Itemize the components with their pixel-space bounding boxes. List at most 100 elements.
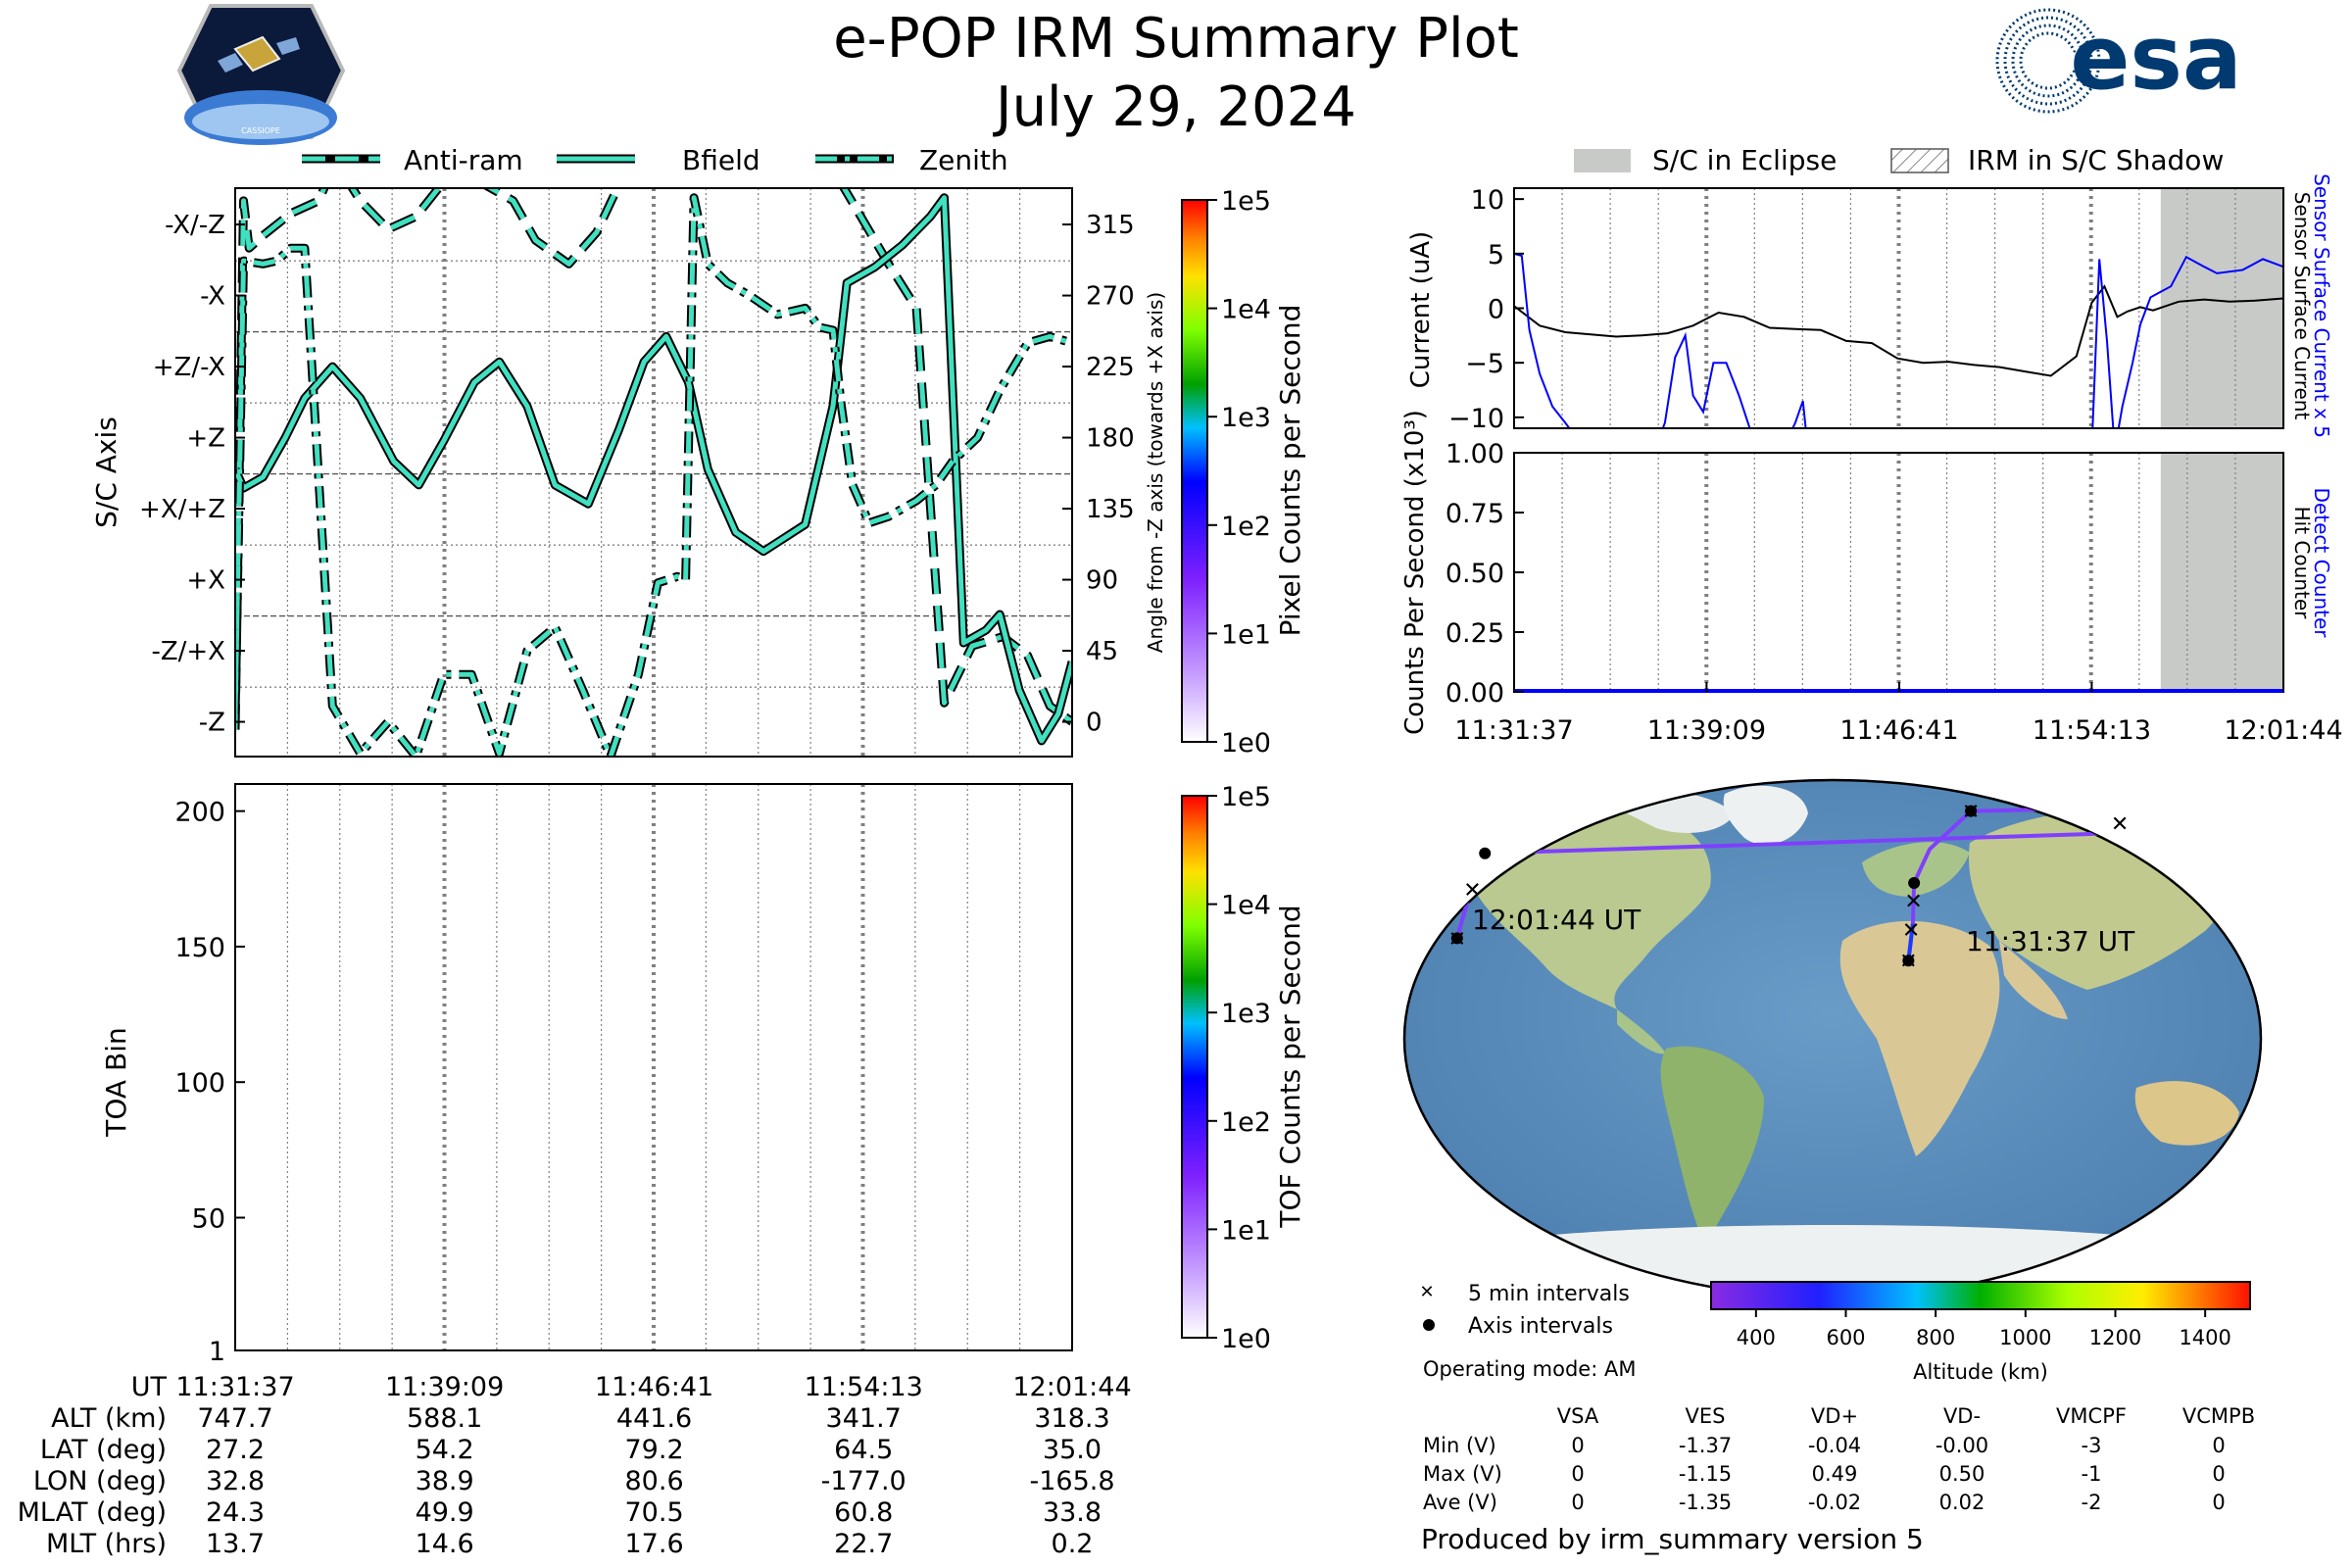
- voltage-table-header: VCMPB: [2182, 1404, 2255, 1428]
- attitude-plot: -X/-Z -X +Z/-X +Z +X/+Z +X -Z/+X -Z 315 270 225 18…: [90, 187, 1167, 758]
- attitude-left-tick-label: +Z/-X: [153, 353, 225, 382]
- counts-ylabel: Counts Per Second (x10³): [1400, 410, 1430, 735]
- counts-eclipse-shading: [2160, 453, 2283, 692]
- time-table-row-label: LAT (deg): [40, 1435, 167, 1465]
- counts-plot: 1.000.750.500.250.00 11:31:37 11:39:09 11:…: [1400, 410, 2343, 746]
- voltage-table-cell: 0: [2212, 1434, 2225, 1457]
- altitude-tick-label: 1400: [2179, 1326, 2230, 1349]
- time-table-cell: 12:01:44: [1012, 1372, 1131, 1402]
- voltage-table-header: VD-: [1943, 1404, 1981, 1428]
- time-table-cell: 38.9: [416, 1466, 474, 1496]
- current-tick-label: −10: [1448, 404, 1504, 434]
- time-table-cell: 441.6: [616, 1403, 692, 1434]
- colorbar-tick-label: 1e4: [1221, 295, 1271, 325]
- map-land: [1411, 785, 2261, 1298]
- attitude-right-tick-label: 90: [1086, 566, 1118, 596]
- attitude-series-zenith: [235, 195, 1072, 757]
- counts-gridlines: [1561, 453, 2236, 692]
- voltage-table-cell: 0: [2212, 1491, 2225, 1514]
- counts-tick-label: 0.75: [1446, 499, 1504, 529]
- time-table-cell: 54.2: [416, 1435, 474, 1465]
- voltage-table-cell: -1.37: [1679, 1434, 1732, 1457]
- time-table-row-label: UT: [131, 1372, 168, 1402]
- current-tick-label: −5: [1465, 349, 1504, 379]
- orbit-map: ✕✕✕✕✕✕✕ 11:31:37 UT 12:01:44 UT: [1402, 778, 2263, 1299]
- tof-colorbar-ticks: 1e5 1e4 1e3 1e2 1e1 1e0: [1207, 782, 1271, 1354]
- counts-xtick-label: 11:39:09: [1647, 715, 1766, 746]
- attitude-right-tick-label: 45: [1086, 637, 1118, 666]
- current-tick-label: 10: [1471, 185, 1504, 216]
- time-table-cell: 80.6: [625, 1466, 684, 1496]
- legend-bfield: Bfield: [682, 144, 760, 176]
- counts-xticks: 11:31:37 11:39:09 11:46:41 11:54:13 12:01:44: [1454, 682, 2343, 746]
- colorbar-tick-label: 1e0: [1221, 728, 1271, 759]
- altitude-tick-label: 1000: [1999, 1326, 2051, 1349]
- voltage-table-header: VES: [1686, 1404, 1726, 1428]
- counts-tick-label: 1.00: [1446, 439, 1504, 469]
- map-legend: ✕ 5 min intervals Axis intervals Operati…: [1419, 1282, 1636, 1381]
- time-table-cell: 11:46:41: [595, 1372, 713, 1402]
- attitude-left-tick-label: -Z: [199, 709, 225, 738]
- colorbar-tick-label: 1e4: [1221, 891, 1271, 921]
- voltage-table-cell: -3: [2082, 1434, 2102, 1457]
- five-min-marker-icon: ✕: [1419, 1282, 1434, 1302]
- time-table-cell: 17.6: [625, 1529, 684, 1559]
- toa-plot: 200 150 100 50 1 TOA Bin: [100, 783, 1073, 1367]
- voltage-table-cell: 0: [1571, 1491, 1584, 1514]
- time-table-row-label: MLT (hrs): [46, 1529, 167, 1559]
- time-table-row-label: LON (deg): [33, 1466, 167, 1496]
- time-table-cell: 588.1: [407, 1403, 482, 1434]
- voltage-table-cell: 0.49: [1812, 1462, 1858, 1486]
- page-date: July 29, 2024: [993, 75, 1356, 139]
- attitude-left-ticks: -X/-Z -X +Z/-X +Z +X/+Z +X -Z/+X -Z: [139, 211, 245, 738]
- attitude-right-tick-label: 270: [1086, 282, 1135, 312]
- attitude-ylabel-right: Angle from -Z axis (towards +X axis): [1144, 292, 1167, 653]
- attitude-left-tick-label: +Z: [186, 424, 225, 454]
- attitude-right-tick-label: 135: [1086, 495, 1135, 524]
- counts-right-label-blue: Detect Counter: [2310, 488, 2333, 639]
- colorbar-tick-label: 1e2: [1221, 1107, 1271, 1138]
- voltage-table-row-label: Min (V): [1423, 1434, 1496, 1457]
- time-table-cell: 747.7: [197, 1403, 272, 1434]
- voltage-table-cell: -0.04: [1808, 1434, 1861, 1457]
- five-min-mark: ✕: [1463, 878, 1481, 903]
- voltage-table-cell: 0.02: [1939, 1491, 1985, 1514]
- time-table-row-label: ALT (km): [51, 1403, 167, 1434]
- attitude-right-tick-label: 180: [1086, 424, 1135, 454]
- toa-gridlines: [286, 784, 1021, 1350]
- altitude-colorbar: 400 600 800 1000 1200 1400 Altitude (km): [1710, 1281, 2251, 1384]
- orbit-track-low: [1906, 923, 1915, 961]
- time-table-cell: 70.5: [625, 1497, 684, 1528]
- axis-mark: [1902, 955, 1915, 967]
- voltage-table-cell: -1.35: [1679, 1491, 1732, 1514]
- time-table-cell: 341.7: [826, 1403, 902, 1434]
- time-table-cell: 35.0: [1043, 1435, 1102, 1465]
- time-table-cell: 11:31:37: [175, 1372, 294, 1402]
- time-table-cell: 14.6: [416, 1529, 474, 1559]
- counts-tick-label: 0.00: [1446, 678, 1504, 709]
- time-table-cell: 22.7: [834, 1529, 893, 1559]
- toa-tick-label: 50: [192, 1203, 225, 1234]
- pixel-colorbar: 1e5 1e4 1e3 1e2 1e1 1e0 Pixel Counts per Seco…: [1181, 186, 1306, 759]
- legend-irm-shadow: IRM in S/C Shadow: [1968, 144, 2224, 176]
- attitude-series-bfield: [235, 195, 1072, 744]
- voltage-table-cell: 0.50: [1939, 1462, 1985, 1486]
- voltage-table-cell: -0.02: [1808, 1491, 1861, 1514]
- time-table-cell: 64.5: [834, 1435, 893, 1465]
- current-series: [1514, 252, 2283, 428]
- current-tick-label: 5: [1488, 240, 1504, 270]
- cassiope-logo: CASSIOPE: [176, 4, 346, 145]
- current-yticks: 10 5 0 −5 −10: [1448, 185, 1524, 434]
- toa-yticks: 200 150 100 50 1: [174, 798, 245, 1367]
- time-table-cell: 13.7: [206, 1529, 265, 1559]
- time-table-cell: -177.0: [821, 1466, 906, 1496]
- current-eclipse-shading: [2160, 188, 2283, 428]
- colorbar-tick-label: 1e5: [1221, 782, 1271, 812]
- voltage-table-cell: 0: [2212, 1462, 2225, 1486]
- legend-five-min: 5 min intervals: [1468, 1282, 1630, 1306]
- attitude-left-tick-label: +X: [186, 566, 225, 596]
- toa-tick-label: 1: [209, 1337, 225, 1367]
- altitude-tick-label: 600: [1826, 1326, 1865, 1349]
- voltage-table: VSA VES VD+ VD- VMCPF VCMPB Min (V) 0 -1.37 -0.04…: [1423, 1404, 2255, 1514]
